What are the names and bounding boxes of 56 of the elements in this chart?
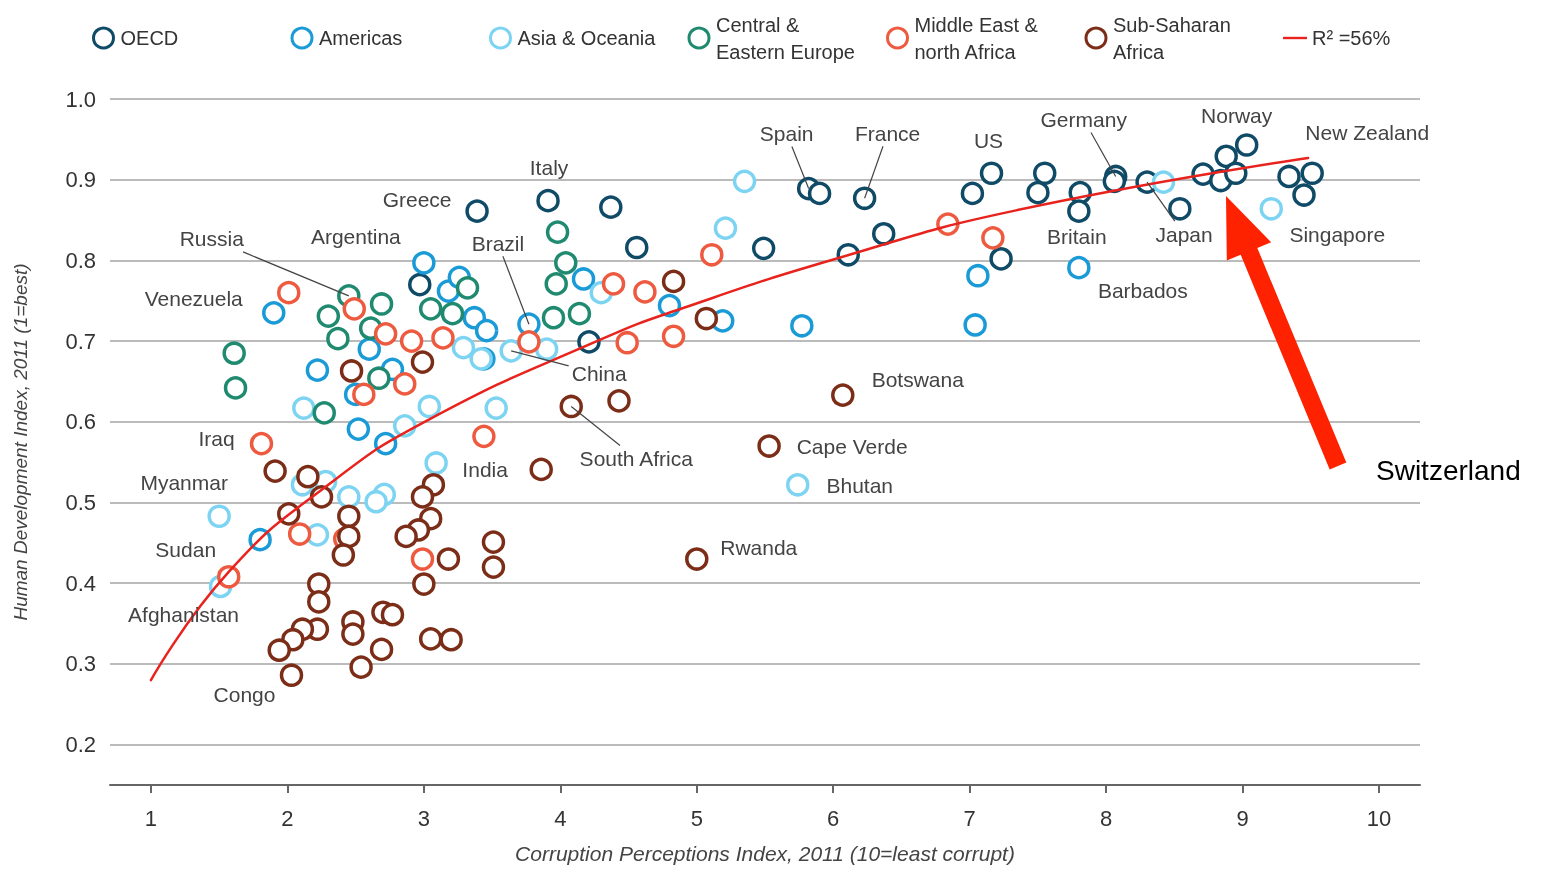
legend-label: Central & Eastern Europe [716, 13, 855, 63]
legend-label: OECD [120, 27, 179, 49]
x-tick-label: 3 [417, 805, 430, 831]
legend-label: Americas [319, 27, 403, 49]
annotation: Switzerland [1376, 454, 1521, 486]
annotation: Barbados [1097, 279, 1188, 303]
x-tick-label: 8 [1100, 805, 1113, 831]
annotation: Greece [382, 187, 452, 211]
legend-label: Sub-Saharan Africa [1113, 13, 1237, 63]
annotation: Russia [179, 227, 245, 251]
annotation: France [854, 121, 921, 145]
y-tick-label: 0.8 [65, 247, 96, 273]
y-tick-label: 1.0 [65, 86, 96, 112]
y-tick-label: 0.2 [65, 732, 96, 758]
annotation: Venezuela [144, 287, 244, 311]
y-tick-label: 0.9 [65, 167, 96, 193]
annotation: China [571, 362, 627, 386]
x-tick-label: 1 [144, 805, 158, 831]
x-tick-label: 6 [827, 805, 840, 831]
annotation: Botswana [871, 367, 965, 391]
annotation: Congo [213, 682, 276, 706]
annotation: Singapore [1289, 223, 1386, 247]
y-tick-label: 0.6 [65, 409, 96, 435]
annotation: Sudan [155, 538, 217, 562]
x-tick-label: 5 [690, 805, 703, 831]
annotation: South Africa [579, 446, 694, 470]
annotation: Bhutan [826, 474, 894, 498]
annotation: Cape Verde [796, 434, 908, 458]
annotation: Norway [1201, 103, 1273, 127]
y-axis-title: Human Development Index, 2011 (1=best) [10, 263, 31, 621]
legend-label: Middle East & north Africa [914, 13, 1044, 63]
x-tick-label: 2 [281, 805, 294, 831]
x-axis-title: Corruption Perceptions Index, 2011 (10=least corrupt) [515, 842, 1015, 865]
annotation: Spain [759, 122, 814, 146]
annotation: Italy [529, 156, 569, 180]
annotation: US [973, 128, 1004, 152]
x-tick-label: 10 [1366, 805, 1392, 831]
x-tick-label: 7 [963, 805, 976, 831]
annotation: Brazil [471, 231, 525, 255]
annotation: Rwanda [720, 535, 798, 559]
annotation: Argentina [310, 225, 402, 249]
annotation: India [462, 458, 509, 482]
annotation: Japan [1155, 222, 1213, 246]
annotation: Myanmar [140, 470, 228, 494]
annotation: New Zealand [1305, 120, 1430, 144]
x-tick-label: 9 [1236, 805, 1249, 831]
annotation: Iraq [198, 427, 235, 451]
legend-label: Asia & Oceania [517, 27, 657, 49]
annotation: Britain [1047, 224, 1107, 248]
y-tick-label: 0.4 [65, 570, 96, 596]
y-tick-label: 0.5 [65, 490, 96, 516]
x-tick-label: 4 [554, 805, 567, 831]
y-tick-label: 0.3 [65, 651, 96, 677]
annotation: Germany [1040, 107, 1128, 131]
y-tick-label: 0.7 [65, 328, 96, 354]
legend-label: R² =56% [1312, 27, 1391, 49]
